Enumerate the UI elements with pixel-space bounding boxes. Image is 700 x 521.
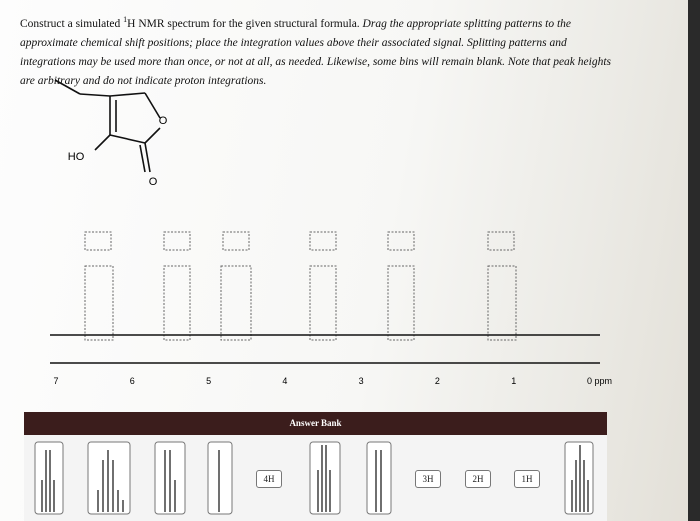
integration-slot[interactable]	[487, 231, 515, 251]
integration-slot[interactable]	[387, 231, 415, 251]
pattern-slot[interactable]	[163, 265, 191, 341]
instructions: Construct a simulated 1H NMR spectrum fo…	[20, 10, 620, 91]
integration-chip[interactable]: 4H	[256, 470, 282, 488]
atom-label: O	[159, 115, 168, 127]
integration-slot[interactable]	[222, 231, 250, 251]
molecule	[54, 79, 161, 173]
integration-chip[interactable]: 3H	[415, 470, 441, 488]
instruction-italic: Drag the appropriate splitting patterns …	[20, 17, 612, 87]
atom-label: O	[149, 176, 158, 188]
axis-label: 2	[435, 376, 440, 386]
axis-labels: 7 6 5 4 3 2 1 0 ppm	[53, 376, 612, 386]
pattern-slot[interactable]	[84, 265, 114, 341]
axis-label: 1	[511, 376, 516, 386]
pattern-slot[interactable]	[220, 265, 252, 341]
integration-slot[interactable]	[84, 231, 112, 251]
pattern-slot[interactable]	[487, 265, 517, 341]
axis-label: 3	[359, 376, 364, 386]
answer-bank-title: Answer Bank	[24, 412, 607, 435]
integration-chip[interactable]: 1H	[514, 470, 540, 488]
integration-slot[interactable]	[309, 231, 337, 251]
axis-label: 5	[206, 376, 211, 386]
axis-label: 4	[282, 376, 287, 386]
pattern-slot[interactable]	[387, 265, 415, 341]
bins	[84, 231, 517, 341]
instruction-text: H NMR spectrum for the given structural …	[127, 17, 363, 30]
superscript: 1	[123, 15, 128, 24]
integration-chip[interactable]: 2H	[465, 470, 491, 488]
integration-slot[interactable]	[163, 231, 191, 251]
axis-label: 0 ppm	[587, 376, 612, 386]
axis-label: 6	[130, 376, 135, 386]
atom-label: HO	[68, 151, 85, 163]
pattern-slot[interactable]	[309, 265, 337, 341]
instruction-text: Construct a simulated	[20, 17, 124, 30]
axis-label: 7	[53, 376, 58, 386]
